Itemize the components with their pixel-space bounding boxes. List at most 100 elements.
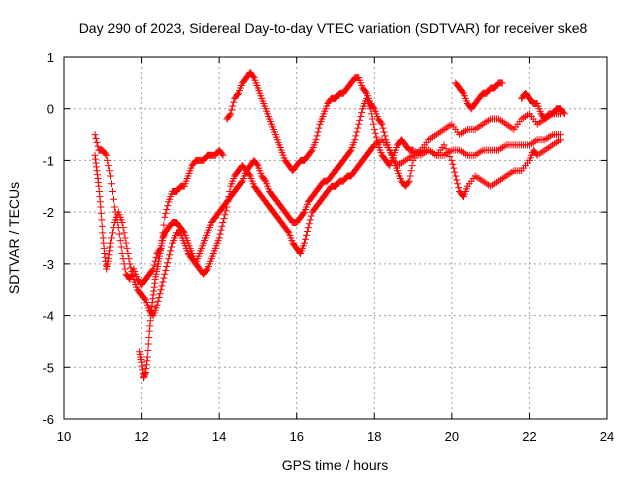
data-point bbox=[556, 136, 564, 144]
data-point bbox=[165, 255, 173, 263]
data-point bbox=[110, 203, 118, 211]
data-point bbox=[440, 141, 448, 149]
data-point bbox=[160, 274, 168, 282]
data-point bbox=[449, 160, 457, 168]
data-point bbox=[302, 231, 310, 239]
data-point bbox=[454, 180, 462, 188]
data-point bbox=[305, 220, 313, 228]
data-point bbox=[127, 264, 135, 272]
data-point bbox=[179, 228, 187, 236]
data-point bbox=[284, 228, 292, 236]
data-point bbox=[119, 224, 127, 232]
data-point bbox=[164, 259, 172, 267]
data-point bbox=[444, 149, 452, 157]
data-point bbox=[300, 239, 308, 247]
data-point bbox=[249, 72, 257, 80]
data-point bbox=[109, 224, 117, 232]
data-point bbox=[451, 168, 459, 176]
data-point bbox=[121, 234, 129, 242]
data-point bbox=[226, 187, 234, 195]
x-tick-label: 16 bbox=[289, 429, 303, 444]
y-tick-label: -2 bbox=[42, 205, 54, 220]
data-point bbox=[120, 229, 128, 237]
data-point bbox=[122, 239, 130, 247]
data-point bbox=[92, 134, 100, 142]
data-point bbox=[118, 218, 126, 226]
data-point bbox=[144, 346, 152, 354]
data-point bbox=[351, 136, 359, 144]
data-point bbox=[455, 184, 463, 192]
y-tick-label: -6 bbox=[42, 412, 54, 427]
data-point bbox=[304, 224, 312, 232]
data-point bbox=[108, 187, 116, 195]
data-point bbox=[369, 120, 377, 128]
data-point bbox=[159, 278, 167, 286]
x-tick-label: 24 bbox=[600, 429, 614, 444]
data-point bbox=[161, 270, 169, 278]
data-point bbox=[222, 207, 230, 215]
data-point bbox=[163, 206, 171, 214]
data-point bbox=[117, 243, 125, 251]
data-point bbox=[355, 120, 363, 128]
data-point bbox=[157, 286, 165, 294]
data-point bbox=[459, 88, 467, 96]
data-point bbox=[379, 124, 387, 132]
data-point bbox=[407, 167, 415, 175]
data-point bbox=[237, 178, 245, 186]
data-point bbox=[301, 235, 309, 243]
data-point bbox=[498, 79, 506, 87]
data-point bbox=[108, 180, 116, 188]
data-point bbox=[98, 216, 106, 224]
data-point bbox=[144, 340, 152, 348]
data-point bbox=[218, 150, 226, 158]
data-point bbox=[315, 124, 323, 132]
data-point bbox=[125, 255, 133, 263]
data-point bbox=[219, 218, 227, 226]
y-tick-label: -3 bbox=[42, 257, 54, 272]
data-marks bbox=[91, 69, 568, 382]
data-point bbox=[448, 156, 456, 164]
data-series bbox=[452, 79, 506, 113]
data-point bbox=[152, 253, 160, 261]
y-tick-label: 0 bbox=[47, 102, 54, 117]
data-point bbox=[229, 102, 237, 110]
data-point bbox=[150, 261, 158, 269]
data-series bbox=[223, 69, 564, 201]
data-point bbox=[153, 301, 161, 309]
data-point bbox=[107, 239, 115, 247]
data-point bbox=[124, 250, 132, 258]
data-point bbox=[356, 116, 364, 124]
data-point bbox=[560, 110, 568, 118]
data-point bbox=[103, 151, 111, 159]
data-point bbox=[446, 153, 454, 161]
data-point bbox=[216, 230, 224, 238]
data-point bbox=[450, 164, 458, 172]
x-tick-label: 22 bbox=[522, 429, 536, 444]
data-point bbox=[102, 150, 110, 158]
data-point bbox=[215, 234, 223, 242]
data-point bbox=[140, 295, 148, 303]
data-point bbox=[303, 228, 311, 236]
data-point bbox=[128, 268, 136, 276]
data-point bbox=[145, 334, 153, 342]
data-point bbox=[559, 109, 567, 117]
data-point bbox=[166, 251, 174, 259]
data-point bbox=[154, 297, 162, 305]
data-point bbox=[378, 120, 386, 128]
data-point bbox=[453, 176, 461, 184]
data-point bbox=[155, 293, 163, 301]
data-point bbox=[381, 132, 389, 140]
data-point bbox=[220, 215, 228, 223]
x-tick-label: 12 bbox=[134, 429, 148, 444]
x-tick-label: 14 bbox=[212, 429, 226, 444]
data-point bbox=[225, 193, 233, 201]
data-point bbox=[143, 353, 151, 361]
data-point bbox=[404, 178, 412, 186]
data-point bbox=[164, 202, 172, 210]
data-point bbox=[162, 266, 170, 274]
data-point bbox=[219, 151, 227, 159]
data-point bbox=[126, 260, 134, 268]
data-point bbox=[116, 237, 124, 245]
